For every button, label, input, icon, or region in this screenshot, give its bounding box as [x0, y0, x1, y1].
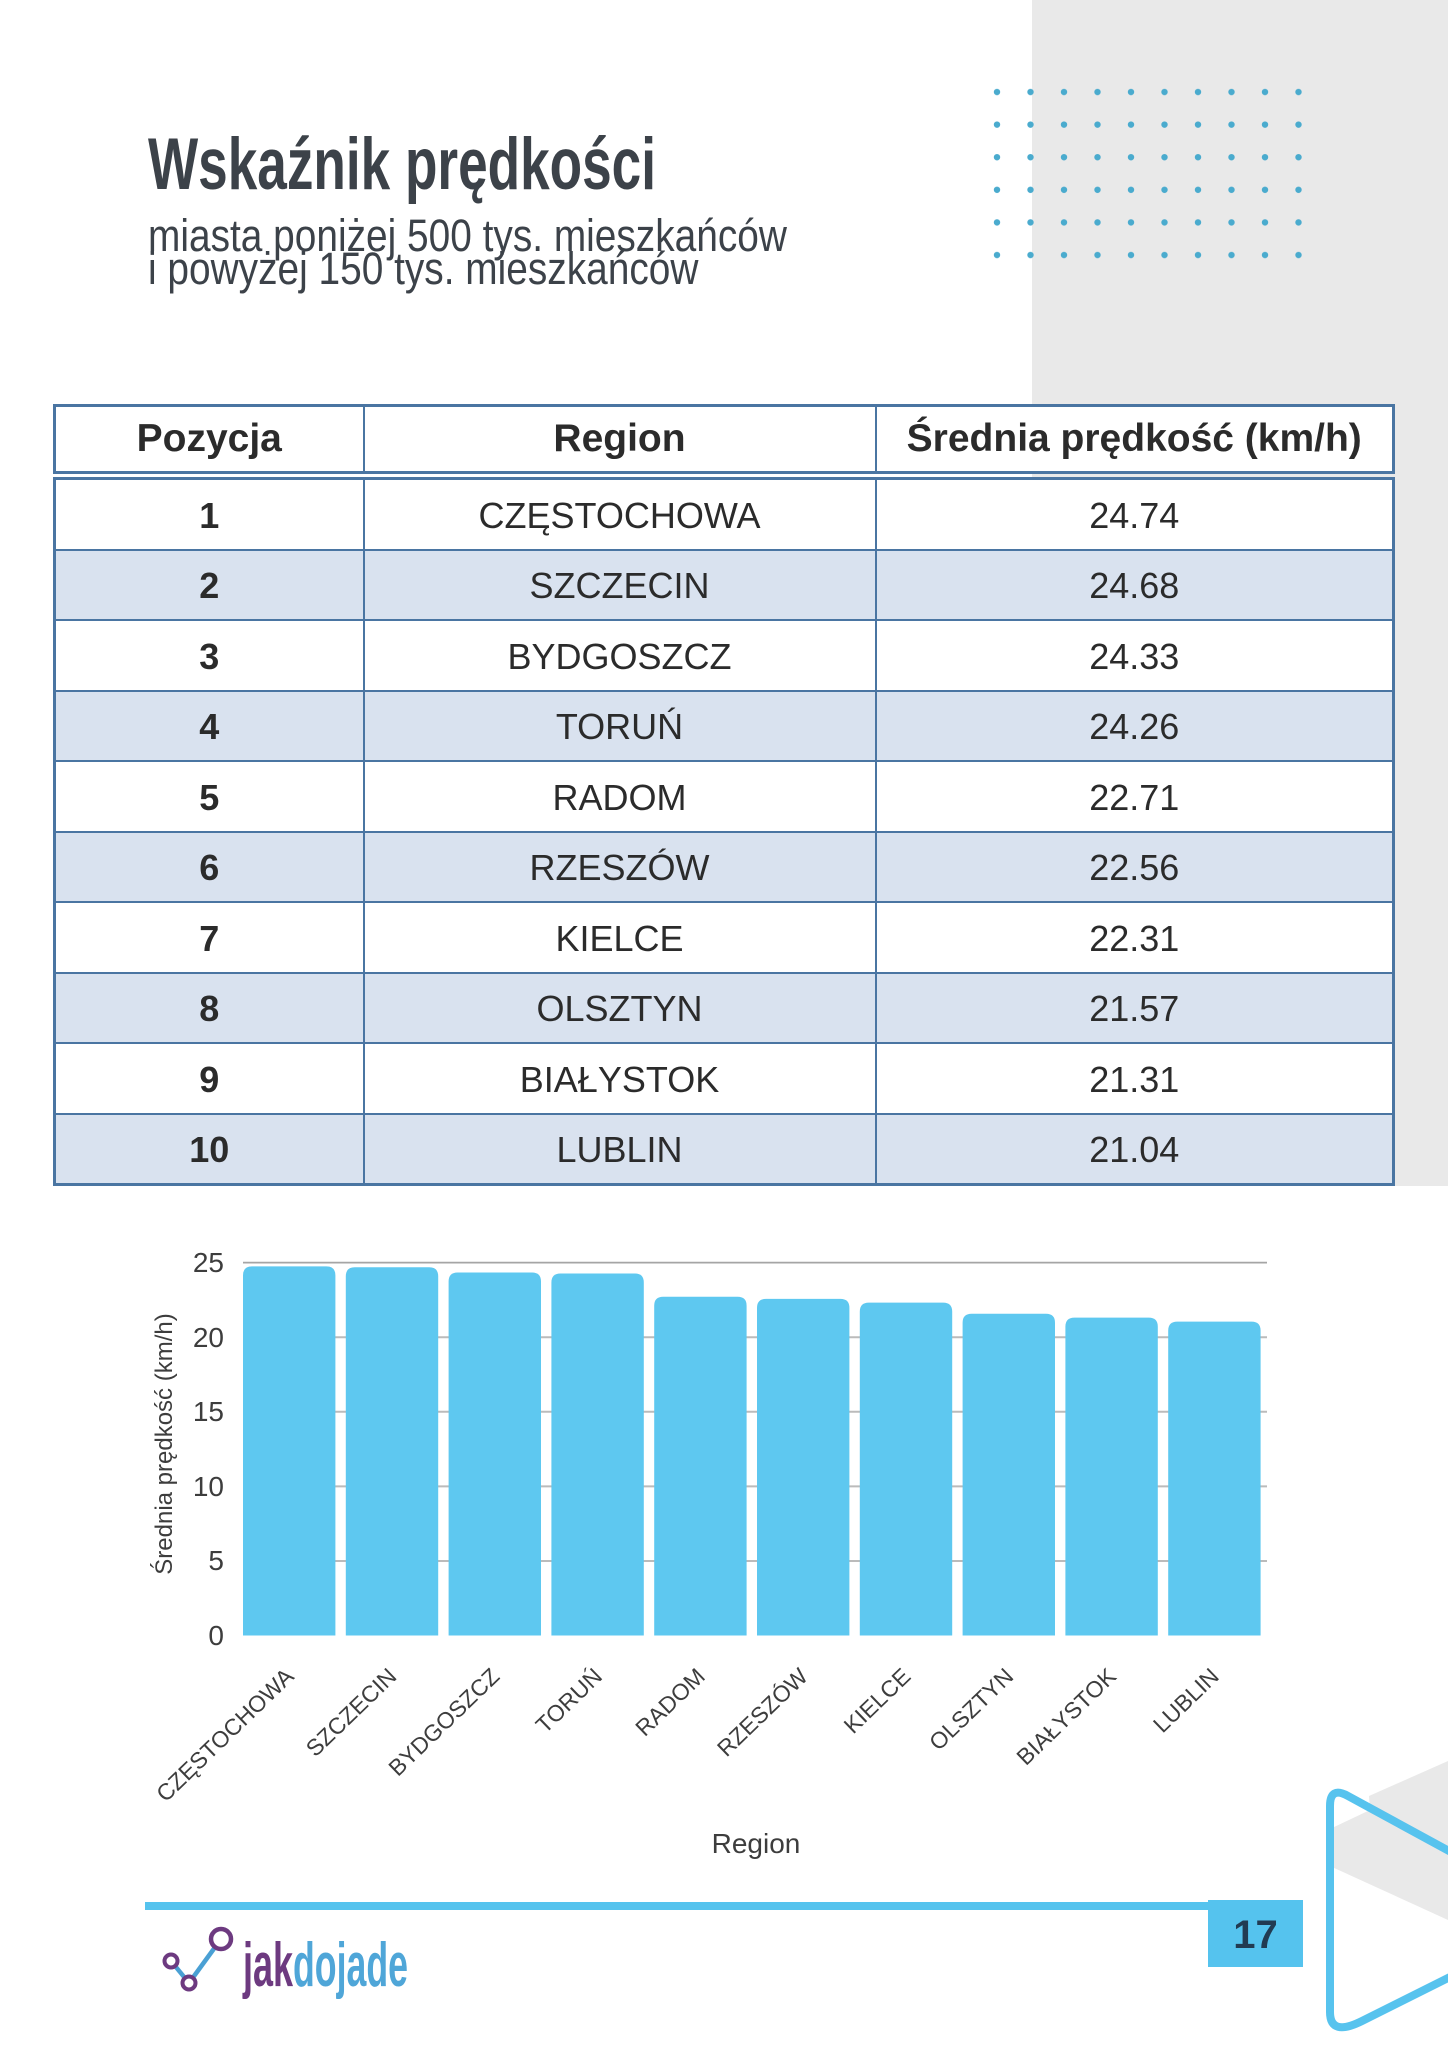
svg-text:25: 25	[193, 1247, 224, 1278]
svg-text:10: 10	[193, 1471, 224, 1502]
svg-text:Średnia prędkość (km/h): Średnia prędkość (km/h)	[150, 1313, 178, 1574]
svg-text:OLSZTYN: OLSZTYN	[924, 1663, 1018, 1755]
svg-text:jak: jak	[242, 1931, 293, 2000]
svg-text:RADOM: RADOM	[630, 1663, 710, 1741]
svg-text:5: 5	[208, 1545, 224, 1576]
svg-text:0: 0	[208, 1620, 224, 1651]
svg-text:BIAŁYSTOK: BIAŁYSTOK	[1011, 1662, 1121, 1770]
svg-text:dojade: dojade	[293, 1931, 408, 2000]
svg-text:20: 20	[193, 1322, 224, 1353]
svg-text:15: 15	[193, 1396, 224, 1427]
svg-text:RZESZÓW: RZESZÓW	[712, 1663, 813, 1762]
svg-text:Region: Region	[712, 1828, 801, 1859]
svg-text:SZCZECIN: SZCZECIN	[301, 1663, 402, 1762]
svg-text:LUBLIN: LUBLIN	[1148, 1663, 1224, 1738]
svg-text:CZĘSTOCHOWA: CZĘSTOCHOWA	[151, 1662, 299, 1806]
svg-text:KIELCE: KIELCE	[839, 1663, 916, 1739]
svg-text:TORUŃ: TORUŃ	[530, 1663, 607, 1738]
svg-text:BYDGOSZCZ: BYDGOSZCZ	[383, 1663, 504, 1781]
